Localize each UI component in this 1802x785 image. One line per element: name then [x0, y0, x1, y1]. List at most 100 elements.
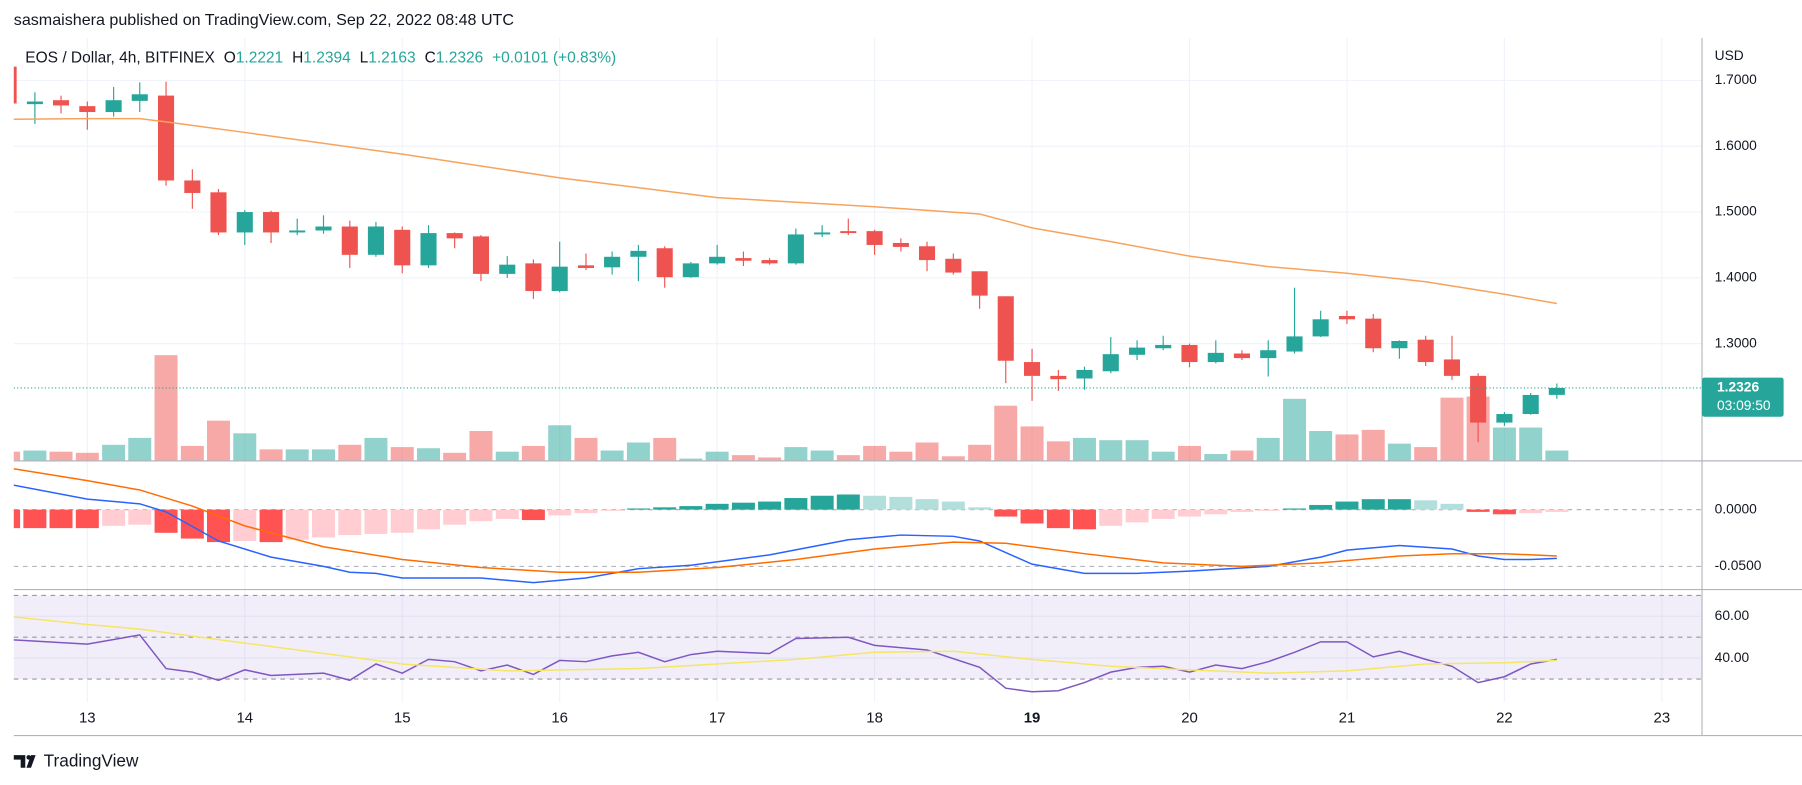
macd-histogram-bar — [705, 503, 729, 510]
macd-histogram-bar — [1230, 509, 1254, 512]
macd-histogram-bar — [154, 509, 178, 533]
candle-body — [1470, 375, 1487, 423]
volume-bar — [312, 449, 335, 461]
volume-bar — [128, 437, 152, 461]
volume-bar — [75, 452, 99, 461]
macd-histogram-bar — [1519, 509, 1543, 514]
x-tick-label: 17 — [709, 709, 726, 726]
macd-histogram-bar — [417, 509, 441, 530]
macd-histogram-bar — [102, 509, 126, 526]
candle-body — [315, 226, 332, 231]
volume-bar — [863, 445, 887, 461]
candle-body — [1286, 336, 1303, 352]
y-tick-label: 0.0000 — [1715, 501, 1757, 516]
candle-body — [814, 232, 831, 235]
volume-bar — [548, 425, 572, 461]
macd-histogram-bar — [23, 509, 47, 529]
legend-value: 1.2163 — [368, 50, 415, 67]
macd-histogram-bar — [626, 508, 650, 510]
candle-body — [525, 263, 542, 292]
volume-bar — [1072, 437, 1096, 461]
candle-body — [1417, 339, 1434, 363]
x-tick-label: 20 — [1181, 709, 1198, 726]
macd-histogram-bar — [968, 507, 992, 510]
volume-bar — [1125, 440, 1149, 461]
x-tick-label: 21 — [1339, 709, 1356, 726]
macd-histogram-bar — [75, 509, 99, 529]
candle-body — [866, 231, 883, 245]
candle-body — [367, 226, 384, 255]
rsi-line — [13, 634, 1557, 693]
macd-histogram-bar — [1099, 509, 1123, 526]
candle-body — [709, 256, 726, 264]
macd-histogram-bar — [915, 499, 939, 510]
candle-body — [446, 233, 463, 239]
volume-bar — [653, 437, 677, 461]
candle-body — [26, 101, 43, 105]
macd-histogram-bar — [1492, 509, 1516, 515]
volume-bar — [1020, 426, 1044, 461]
macd-histogram-bar — [731, 502, 755, 510]
volume-bar — [417, 448, 441, 461]
volume-bar — [1492, 427, 1516, 461]
candle-body — [1024, 362, 1041, 376]
volume-bar — [915, 442, 939, 461]
candle-body — [1391, 341, 1408, 349]
candle-body — [263, 212, 280, 233]
candle-body — [918, 246, 936, 261]
y-tick-label: 1.7000 — [1715, 72, 1757, 87]
candle-body — [158, 95, 175, 181]
volume-bar — [364, 437, 388, 461]
candle-body — [499, 264, 516, 274]
y-tick-label: 1.6000 — [1715, 138, 1757, 153]
candle-body — [13, 66, 17, 104]
legend-value: 1.2326 — [436, 50, 483, 67]
candle-body — [577, 265, 595, 268]
candle-body — [289, 230, 306, 233]
x-tick-label: 16 — [551, 709, 568, 726]
y-tick-label: -0.0500 — [1715, 558, 1762, 573]
macd-histogram-bar — [285, 509, 309, 540]
candle-body — [630, 250, 647, 257]
volume-bar — [705, 451, 729, 461]
volume-bar — [1046, 441, 1070, 461]
volume-bar — [626, 442, 650, 461]
volume-bar — [731, 455, 755, 461]
macd-line — [13, 468, 1557, 573]
candle-body — [971, 271, 988, 296]
volume-bar — [1256, 437, 1280, 461]
candle-body — [472, 236, 490, 274]
macd-histogram-bar — [548, 509, 572, 516]
volume-bar — [679, 458, 703, 461]
y-tick-label: 60.00 — [1715, 608, 1750, 623]
volume-bar — [1309, 430, 1333, 461]
y-tick-label: 40.00 — [1715, 650, 1750, 665]
macd-histogram-bar — [1046, 509, 1070, 529]
y-tick-label: 1.5000 — [1715, 204, 1757, 219]
logo-icon — [26, 755, 32, 760]
macd-histogram-bar — [390, 509, 414, 533]
macd-histogram-bar — [653, 507, 677, 510]
countdown-label: 03:09:50 — [1717, 398, 1771, 413]
macd-histogram-bar — [1309, 504, 1333, 510]
macd-histogram-bar — [364, 509, 388, 534]
candle-body — [1496, 414, 1513, 423]
candle-body — [1129, 347, 1146, 355]
volume-bar — [810, 450, 834, 461]
candle-body — [420, 233, 437, 266]
macd-histogram-bar — [338, 509, 362, 536]
macd-histogram-bar — [443, 509, 467, 525]
volume-bar — [1283, 398, 1307, 461]
x-tick-label: 19 — [1024, 709, 1041, 726]
macd-histogram-bar — [259, 509, 283, 543]
macd-histogram-bar — [784, 498, 808, 510]
macd-histogram-bar — [600, 509, 624, 511]
volume-bar — [941, 456, 965, 461]
candle-body — [1207, 352, 1224, 363]
candle-body — [1102, 354, 1119, 372]
volume-bar — [102, 444, 126, 461]
volume-bar — [784, 447, 808, 461]
volume-bar — [600, 450, 624, 461]
macd-histogram-bar — [679, 506, 703, 510]
